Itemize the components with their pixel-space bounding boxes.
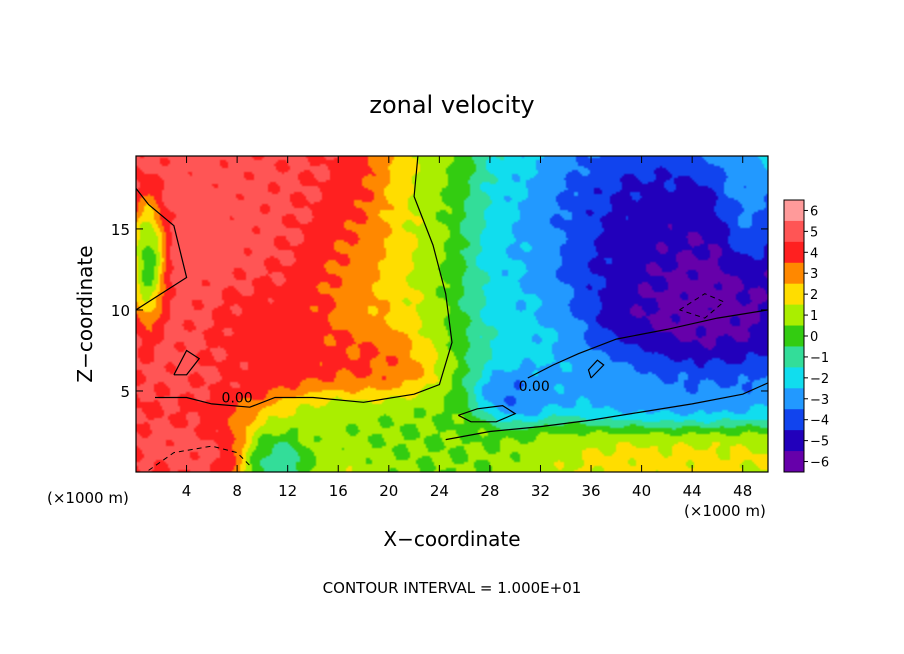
colorbar-swatch <box>784 346 804 368</box>
colorbar-label: 4 <box>810 246 818 261</box>
colorbar-swatch <box>784 388 804 410</box>
x-tick-label: 40 <box>632 482 651 500</box>
colorbar-swatch <box>784 367 804 389</box>
colorbar-swatch <box>784 409 804 431</box>
colorbar-label: 6 <box>810 204 818 219</box>
zero-contour-line <box>527 309 768 379</box>
colorbar-label: −3 <box>810 393 829 408</box>
zero-contour-line <box>458 404 517 423</box>
x-tick-label: 32 <box>531 482 550 500</box>
zero-contour-line <box>155 156 453 408</box>
y-axis: 5 10 15 <box>111 221 768 401</box>
x-tick-label: 44 <box>683 482 702 500</box>
negative-contour-line <box>679 293 725 319</box>
x-tick-label: 16 <box>329 482 348 500</box>
x-unit-left: (×1000 m) <box>47 489 129 507</box>
colorbar-label: −5 <box>810 435 829 450</box>
y-tick-label: 5 <box>120 383 130 401</box>
colorbar-label: 5 <box>810 225 818 240</box>
colorbar-label: 1 <box>810 309 818 324</box>
zero-contour-line <box>445 382 768 441</box>
x-axis-label: X−coordinate <box>383 527 520 551</box>
colorbar-swatch <box>784 451 804 473</box>
zero-contour-line <box>173 349 201 376</box>
x-axis: 4 8 12 16 20 24 28 32 36 40 44 48 <box>182 156 752 500</box>
contour-label: 0.00 <box>222 390 253 406</box>
x-tick-label: 4 <box>182 482 192 500</box>
colorbar-label: 3 <box>810 267 818 282</box>
x-tick-label: 36 <box>581 482 600 500</box>
colorbar-swatch <box>784 430 804 452</box>
colorbar-swatch <box>784 241 804 264</box>
contour-label: 0.00 <box>519 379 550 395</box>
plot-frame <box>135 155 769 473</box>
colorbar-swatch <box>784 220 804 243</box>
velocity-field <box>136 156 768 472</box>
contour-layer <box>136 156 768 471</box>
x-tick-label: 24 <box>430 482 449 500</box>
colorbar-swatch <box>784 200 804 222</box>
colorbar-label: −6 <box>810 456 829 471</box>
colorbar-label: −1 <box>810 351 829 366</box>
negative-contour-line <box>148 445 251 471</box>
colorbar-label: 0 <box>810 330 818 345</box>
colorbar-label: 2 <box>810 288 818 303</box>
contour-interval-note: CONTOUR INTERVAL = 1.000E+01 <box>323 579 582 597</box>
colorbar-swatch <box>784 304 804 327</box>
x-tick-label: 20 <box>379 482 398 500</box>
y-tick-label: 15 <box>111 221 130 239</box>
colorbar-label: −2 <box>810 372 829 387</box>
x-tick-label: 8 <box>232 482 242 500</box>
colorbar-label: −4 <box>810 414 829 429</box>
colorbar-swatch <box>784 262 804 285</box>
zero-contour-line <box>136 188 188 311</box>
contour-label-layer: 0.00 0.00 <box>222 379 550 406</box>
chart-title: zonal velocity <box>369 91 534 119</box>
x-unit-right: (×1000 m) <box>684 502 766 520</box>
x-tick-label: 48 <box>733 482 752 500</box>
x-tick-label: 12 <box>278 482 297 500</box>
zero-contour-line <box>587 359 605 379</box>
plot-area: 0.00 0.00 <box>135 155 769 473</box>
y-tick-label: 10 <box>111 302 130 320</box>
colorbar-swatch <box>784 325 804 347</box>
y-axis-label: Z−coordinate <box>73 245 97 382</box>
x-tick-label: 28 <box>480 482 499 500</box>
colorbar-swatch <box>784 283 804 306</box>
colorbar: 6 5 4 3 2 1 0 −1 −2 −3 −4 −5 −6 <box>783 199 829 473</box>
